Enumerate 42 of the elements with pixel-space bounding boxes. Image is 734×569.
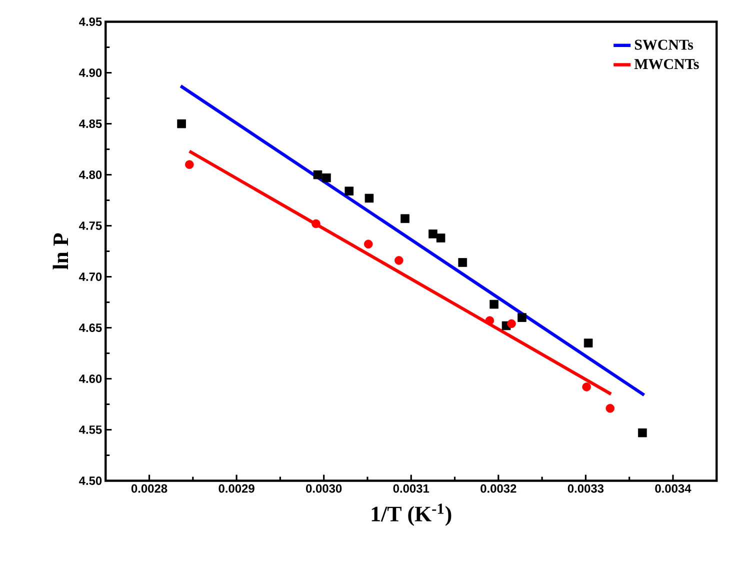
point (394, 256, 404, 265)
point (364, 194, 374, 203)
point (322, 173, 331, 182)
point (490, 300, 498, 309)
point (364, 240, 373, 249)
point (582, 382, 591, 392)
point (518, 313, 526, 322)
point (584, 338, 593, 348)
y-tick-label: 4.55 (79, 426, 102, 434)
point (177, 119, 186, 128)
y-tick-label: 4.85 (79, 120, 102, 128)
point (436, 234, 446, 242)
point (313, 170, 322, 180)
point (312, 219, 320, 228)
point (428, 230, 438, 238)
y-tick-label: 4.65 (79, 324, 102, 332)
legend-label: SWCNTs (634, 40, 694, 50)
x-tick-label: 0.0028 (131, 484, 168, 493)
y-tick-label: 4.50 (79, 476, 102, 485)
x-tick-label: 0.0029 (218, 484, 254, 493)
x-tick-label: 0.0031 (393, 484, 430, 493)
y-tick-label: 4.70 (79, 272, 102, 281)
point (400, 214, 410, 224)
y-axis-title: ln P (52, 233, 68, 270)
point (344, 186, 354, 196)
point (458, 258, 468, 267)
x-axis-title: 1/T (K$^{-1}$) (372, 504, 452, 526)
point (185, 160, 194, 169)
x-tick-label: 0.0034 (655, 484, 692, 493)
point (606, 404, 615, 413)
legend-label: MWCNTs (634, 59, 699, 70)
point (638, 428, 647, 438)
x-tick-label: 0.0033 (568, 484, 604, 493)
x-tick-label: 0.0030 (306, 484, 342, 493)
y-tick-label: 4.60 (79, 374, 102, 383)
y-tick-label: 4.90 (79, 68, 102, 77)
x-tick-label: 0.0032 (480, 484, 516, 493)
y-tick-label: 4.95 (79, 18, 102, 26)
y-tick-label: 4.75 (79, 222, 102, 230)
point (485, 316, 494, 326)
y-tick-label: 4.80 (79, 170, 102, 179)
point (507, 319, 516, 328)
